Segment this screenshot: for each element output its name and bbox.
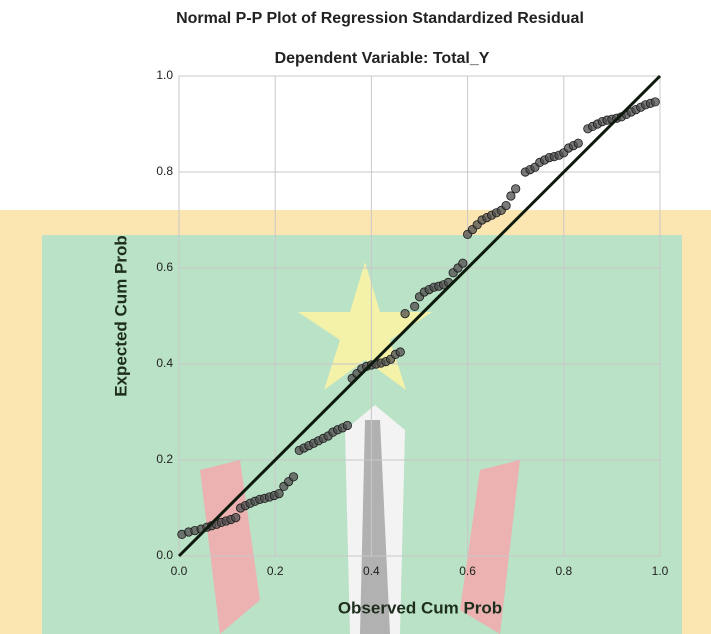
data-point <box>650 97 660 107</box>
data-point <box>231 512 241 523</box>
data-point <box>573 138 583 148</box>
x-tick-label: 0.8 <box>555 564 572 578</box>
y-tick-label: 1.0 <box>156 68 173 82</box>
x-tick-label: 1.0 <box>652 564 669 578</box>
x-tick-label: 0.6 <box>459 564 476 578</box>
data-point <box>506 191 516 201</box>
data-point <box>274 488 284 499</box>
x-tick-label: 0.2 <box>267 564 284 578</box>
watermark <box>0 210 711 634</box>
chart-title: Normal P-P Plot of Regression Standardiz… <box>176 10 584 27</box>
x-axis-title: Observed Cum Prob <box>338 598 502 617</box>
data-point <box>288 472 299 482</box>
plot-area: 0.0 0.2 0.4 0.6 0.8 1.0 0.0 0.2 0.4 0.6 0.8 1.0 <box>156 68 668 578</box>
data-point <box>511 184 521 194</box>
watermark-star <box>298 262 432 390</box>
data-point <box>395 347 405 357</box>
data-point <box>458 258 468 268</box>
y-tick-label: 0.6 <box>156 260 173 274</box>
chart-subtitle: Dependent Variable: Total_Y <box>275 50 490 67</box>
watermark-shape <box>360 420 390 634</box>
data-point <box>501 201 511 211</box>
watermark-shape <box>460 460 520 634</box>
reference-line <box>177 74 662 558</box>
x-tick-label: 0.0 <box>171 564 188 578</box>
y-tick-label: 0.2 <box>156 452 173 466</box>
y-tick-label: 0.8 <box>156 164 173 178</box>
data-point <box>342 420 352 431</box>
y-axis-title: Expected Cum Prob <box>111 235 130 397</box>
y-tick-label: 0.0 <box>156 548 173 562</box>
data-point <box>400 308 410 319</box>
data-point <box>410 301 420 311</box>
x-tick-label: 0.4 <box>363 564 380 578</box>
y-tick-label: 0.4 <box>156 356 173 370</box>
